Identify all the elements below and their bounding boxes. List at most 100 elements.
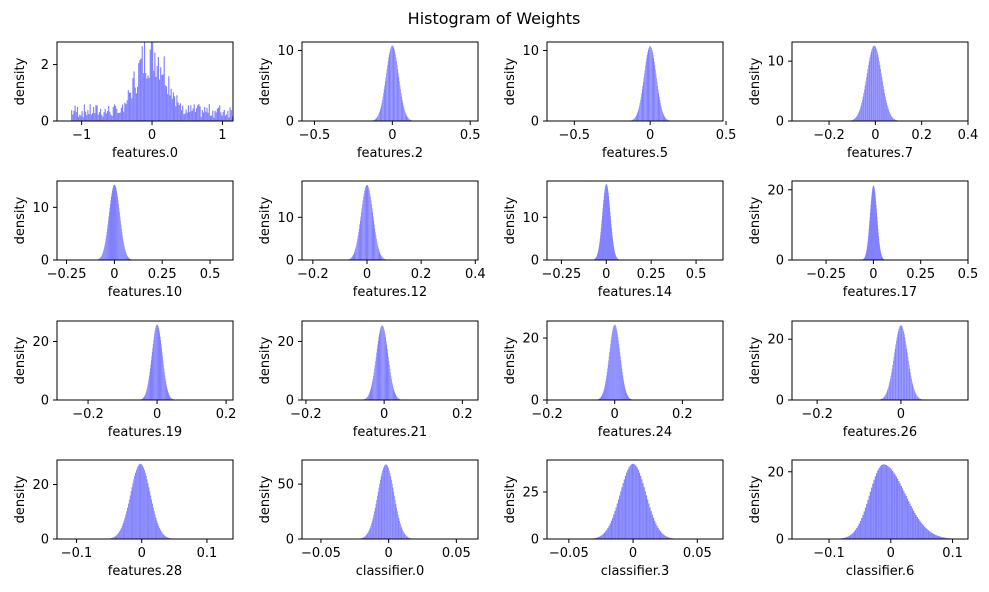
hist-bar (371, 523, 372, 539)
hist-bar (198, 104, 200, 121)
hist-bar (143, 396, 145, 400)
hist-bar (383, 466, 385, 539)
hist-bar (204, 106, 206, 121)
hist-bar (385, 340, 387, 400)
hist-bar (127, 90, 129, 121)
hist-bar (856, 116, 857, 121)
hist-bar (186, 112, 188, 121)
hist-bar (160, 531, 162, 539)
hist-bar (397, 397, 399, 400)
hist-bar (647, 49, 649, 121)
hist-bar (130, 92, 132, 121)
hist-bar (618, 340, 619, 400)
hist-bar (394, 392, 396, 400)
x-axis-label: features.5 (602, 146, 668, 161)
hist-bar (132, 483, 134, 539)
hist-bar (95, 104, 97, 121)
hist-bar (200, 116, 202, 121)
hist-bar (603, 388, 605, 400)
hist-bar (130, 491, 132, 539)
hist-bar (914, 390, 915, 400)
hist-bar (400, 525, 402, 539)
hist-bar (879, 246, 881, 260)
hist-bar (373, 220, 375, 260)
hist-bar (648, 48, 650, 121)
x-axis-label: features.17 (843, 285, 917, 300)
hist-bar (123, 520, 125, 539)
x-axis-label: classifier.6 (846, 564, 915, 579)
hist-bar (375, 360, 376, 400)
hist-bar (381, 326, 382, 400)
hist-bar (639, 105, 640, 121)
hist-bar (357, 238, 358, 260)
hist-bar (372, 381, 373, 400)
hist-bar (159, 529, 161, 539)
hist-bar (81, 111, 83, 121)
hist-bar (361, 208, 363, 260)
hist-bar (875, 197, 876, 260)
hist-bar (371, 204, 372, 260)
hist-bar (604, 192, 605, 260)
hist-bar (126, 511, 128, 539)
hist-bar (202, 112, 205, 121)
hist-bar (855, 117, 857, 121)
hist-bar (650, 46, 651, 122)
hist-bar (391, 479, 392, 539)
hist-bar (893, 118, 895, 121)
hist-bar (114, 184, 115, 260)
hist-bar (666, 118, 667, 121)
hist-bar (170, 88, 172, 121)
hist-bar (643, 77, 645, 121)
hist-bar (646, 58, 647, 121)
hist-bar (129, 258, 131, 260)
hist-bar (896, 340, 897, 400)
hist-bar (109, 212, 110, 260)
hist-bar (627, 395, 629, 400)
hist-bar (864, 89, 865, 121)
hist-bar (100, 256, 102, 260)
hist-bar (861, 517, 863, 539)
hist-bar (371, 384, 373, 400)
hist-bar (394, 51, 396, 122)
hist-bar (606, 184, 608, 260)
hist-bar (127, 256, 129, 260)
hist-bar (871, 191, 873, 260)
hist-bar (72, 114, 74, 121)
hist-bar (368, 393, 370, 400)
hist-bar (878, 239, 880, 260)
hist-bar (854, 118, 856, 121)
hist-bar (389, 368, 391, 400)
hist-bar (891, 368, 893, 400)
hist-bar (145, 393, 146, 400)
y-tick-label: 50 (277, 478, 294, 493)
hist-bar (231, 116, 233, 121)
hist-bar (884, 464, 886, 539)
hist-bar (118, 204, 119, 260)
x-axis-label: features.14 (598, 285, 672, 300)
hist-bar (373, 375, 374, 400)
hist-bar (885, 394, 886, 400)
hist-bar (138, 464, 140, 539)
x-axis-label: features.26 (843, 425, 917, 440)
hist-bar (395, 503, 397, 539)
hist-bar (610, 215, 611, 260)
hist-bar (613, 244, 614, 260)
hist-bar (902, 328, 904, 400)
hist-bar (111, 537, 113, 539)
hist-bar (375, 503, 377, 539)
hist-bar (101, 254, 103, 260)
hist-bar (612, 241, 614, 260)
hist-bar (122, 238, 124, 260)
y-tick-label: 0 (531, 254, 539, 269)
hist-bar (635, 116, 636, 121)
hist-bar (611, 336, 612, 400)
hist-bar (868, 232, 870, 260)
hist-bar (943, 537, 946, 539)
x-tick-label: 0.25 (637, 267, 666, 282)
hist-bar (641, 93, 642, 121)
hist-bar (871, 197, 872, 260)
hist-bar (667, 119, 668, 121)
x-axis-label: features.19 (108, 425, 182, 440)
hist-bar (164, 375, 166, 400)
hist-bar (155, 326, 157, 400)
